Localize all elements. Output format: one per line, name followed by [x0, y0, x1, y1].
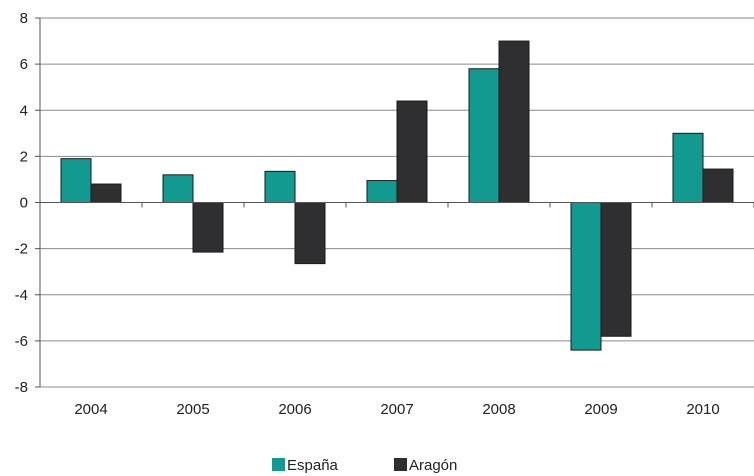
bar-espana-2010	[672, 132, 704, 203]
legend-swatch-aragon	[394, 458, 407, 471]
y-tick-label: 0	[20, 195, 28, 212]
y-tick-label: 6	[20, 56, 28, 73]
bar-aragon-2007	[396, 100, 428, 203]
bars	[60, 40, 734, 351]
bar-espana-2008	[468, 68, 500, 203]
axes	[35, 17, 754, 388]
bar-espana-2007	[366, 180, 398, 203]
legend-label-espana: España	[287, 457, 339, 474]
bar-espana-2009	[570, 202, 602, 351]
x-tick-label: 2007	[380, 401, 413, 418]
bar-aragon-2008	[498, 40, 530, 203]
y-tick-label: -4	[15, 287, 28, 304]
x-tick-label: 2009	[584, 401, 617, 418]
bar-aragon-2005	[192, 202, 224, 253]
bar-espana-2006	[264, 170, 296, 204]
bar-aragon-2004	[90, 183, 122, 204]
bar-espana-2005	[162, 174, 194, 203]
y-tick-label: -2	[15, 241, 28, 258]
bar-espana-2004	[60, 158, 92, 203]
y-axis-tick-labels: 8 6 4 2 0 -2 -4 -6 -8	[15, 10, 28, 396]
y-tick-label: -6	[15, 333, 28, 350]
x-tick-label: 2008	[482, 401, 515, 418]
legend-label-aragon: Aragón	[409, 457, 457, 474]
x-tick-label: 2004	[74, 401, 107, 418]
y-tick-label: 8	[20, 10, 28, 27]
x-tick-label: 2006	[278, 401, 311, 418]
y-tick-label: 2	[20, 148, 28, 165]
y-tick-label: -8	[15, 379, 28, 396]
x-tick-label: 2005	[176, 401, 209, 418]
x-axis-tick-labels: 2004 2005 2006 2007 2008 2009 2010	[74, 401, 719, 418]
bar-aragon-2010	[702, 168, 734, 203]
bar-aragon-2006	[294, 202, 326, 265]
legend-swatch-espana	[272, 458, 285, 471]
y-tick-label: 4	[20, 102, 28, 119]
legend: España Aragón	[272, 457, 457, 474]
bar-aragon-2009	[600, 202, 632, 337]
x-tick-label: 2010	[686, 401, 719, 418]
